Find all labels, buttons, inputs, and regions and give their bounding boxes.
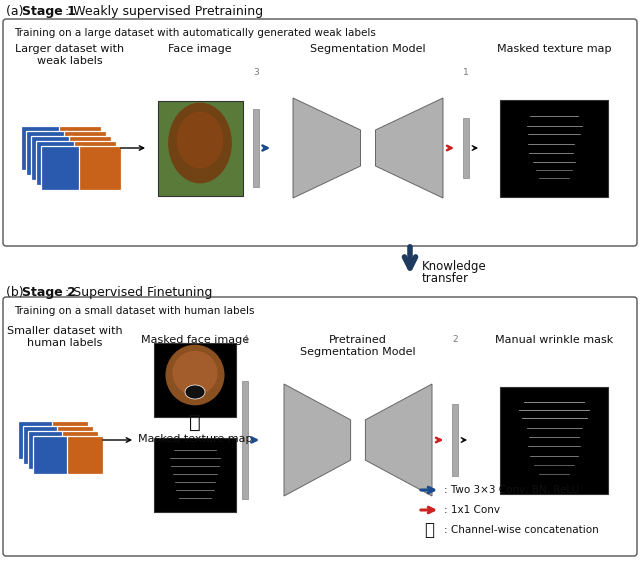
Bar [36, 141, 78, 185]
Ellipse shape [177, 112, 223, 168]
Bar [500, 387, 608, 494]
Text: Smaller dataset with
human labels: Smaller dataset with human labels [7, 326, 123, 348]
FancyBboxPatch shape [3, 297, 637, 556]
Text: Masked texture map: Masked texture map [138, 434, 252, 444]
Text: 3: 3 [253, 68, 259, 77]
FancyBboxPatch shape [3, 19, 637, 246]
Bar [154, 343, 236, 417]
Text: Ⓒ: Ⓒ [189, 412, 201, 431]
Bar [28, 431, 64, 469]
Text: : 1x1 Conv: : 1x1 Conv [444, 505, 500, 515]
Text: Training on a large dataset with automatically generated weak labels: Training on a large dataset with automat… [14, 28, 376, 38]
Text: Masked face image: Masked face image [141, 335, 249, 345]
Ellipse shape [172, 351, 218, 395]
Bar [242, 381, 248, 499]
Ellipse shape [185, 385, 205, 399]
Text: (b): (b) [6, 286, 28, 299]
Bar [62, 431, 98, 469]
Bar [500, 99, 608, 196]
Bar [253, 109, 259, 187]
Text: : Channel-wise concatenation: : Channel-wise concatenation [444, 525, 599, 535]
Bar [59, 126, 101, 170]
Text: : Weakly supervised Pretraining: : Weakly supervised Pretraining [65, 5, 263, 18]
Text: Knowledge: Knowledge [422, 260, 487, 273]
Text: Ⓒ: Ⓒ [424, 521, 434, 539]
Polygon shape [376, 98, 443, 198]
Polygon shape [284, 384, 351, 496]
Bar [31, 136, 73, 180]
Text: Training on a small dataset with human labels: Training on a small dataset with human l… [14, 306, 255, 316]
Bar [154, 438, 236, 512]
Bar [57, 426, 93, 464]
Text: Segmentation Model: Segmentation Model [300, 347, 416, 357]
Bar [67, 436, 103, 474]
Bar [69, 136, 111, 180]
Text: Stage 2: Stage 2 [22, 286, 76, 299]
Text: Pretrained: Pretrained [329, 335, 387, 345]
Ellipse shape [166, 344, 225, 406]
Bar [18, 421, 54, 459]
Bar [41, 146, 83, 190]
Bar [74, 141, 116, 185]
Text: 2: 2 [452, 335, 458, 344]
Text: Masked texture map: Masked texture map [497, 44, 611, 54]
Bar [157, 100, 243, 195]
Bar [26, 131, 68, 175]
Bar [33, 436, 69, 474]
Bar [79, 146, 121, 190]
Bar [52, 421, 88, 459]
Bar [452, 404, 458, 476]
Bar [23, 426, 59, 464]
Text: Larger dataset with
weak labels: Larger dataset with weak labels [15, 44, 125, 66]
Text: Stage 1: Stage 1 [22, 5, 76, 18]
Text: 4: 4 [242, 335, 248, 344]
Text: : Supervised Finetuning: : Supervised Finetuning [65, 286, 212, 299]
Bar [463, 118, 469, 178]
Text: Manual wrinkle mask: Manual wrinkle mask [495, 335, 613, 345]
Text: (a): (a) [6, 5, 28, 18]
Text: 1: 1 [463, 68, 469, 77]
Text: transfer: transfer [422, 272, 469, 285]
Bar [21, 126, 63, 170]
Text: : Two 3×3 Conv, BN, ReLU: : Two 3×3 Conv, BN, ReLU [444, 485, 579, 495]
Text: Segmentation Model: Segmentation Model [310, 44, 426, 54]
Polygon shape [365, 384, 432, 496]
Ellipse shape [168, 103, 232, 183]
Text: Face image: Face image [168, 44, 232, 54]
Bar [64, 131, 106, 175]
Polygon shape [293, 98, 360, 198]
